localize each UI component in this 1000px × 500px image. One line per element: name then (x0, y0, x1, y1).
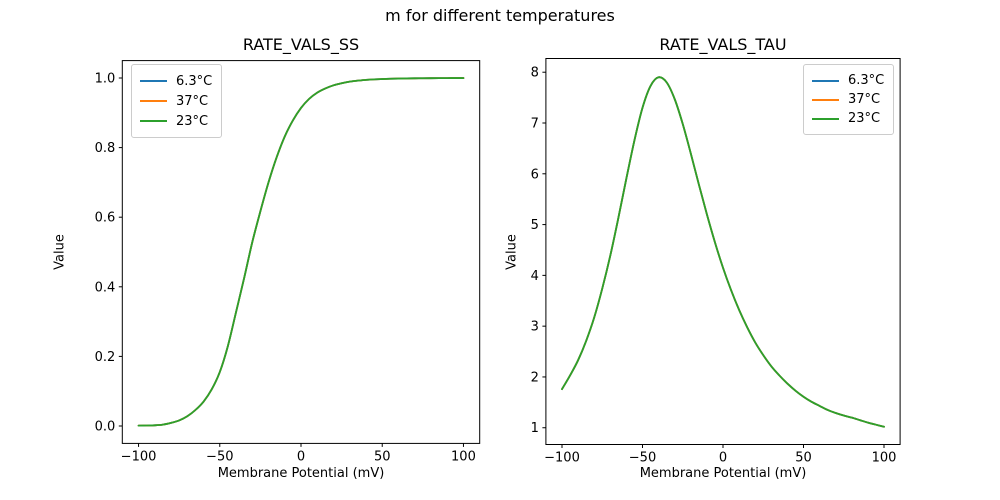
subplot-tau-xlabel: Membrane Potential (mV) (639, 466, 807, 481)
series-line-23°C (561, 76, 885, 428)
y-tick-label: 6 (531, 167, 539, 182)
legend-line-swatch (140, 120, 167, 122)
legend-entry: 6.3°C (812, 71, 884, 90)
subplot-tau-title: RATE_VALS_TAU (659, 35, 787, 54)
x-tick-label: −50 (206, 449, 233, 464)
y-tick-label: 0.4 (95, 280, 116, 295)
subplot-ss-xlabel: Membrane Potential (mV) (217, 466, 385, 481)
legend-entry: 6.3°C (140, 71, 212, 91)
figure-suptitle: m for different temperatures (385, 6, 615, 25)
x-tick-label: −50 (629, 451, 656, 466)
legend-label: 23°C (848, 111, 881, 126)
y-tick-label: 0.0 (95, 420, 116, 435)
series-line-23°C (137, 77, 465, 427)
legend-tau: 6.3°C 37°C 23°C (803, 64, 894, 135)
x-tick-label: −100 (121, 449, 157, 464)
legend-line-swatch (812, 117, 839, 120)
legend-ss: 6.3°C 37°C 23°C (131, 64, 222, 138)
y-tick-label: 2 (531, 370, 539, 385)
legend-entry: 37°C (812, 90, 884, 109)
x-tick-label: 100 (451, 449, 476, 464)
legend-line-swatch (140, 80, 167, 82)
y-tick-label: 0.2 (95, 350, 116, 365)
y-tick-label: 5 (531, 218, 539, 233)
x-tick-label: 0 (297, 449, 305, 464)
subplot-ss-ylabel: Value (52, 234, 68, 270)
legend-label: 6.3°C (848, 73, 885, 88)
x-tick-label: 50 (374, 449, 391, 464)
legend-label: 37°C (848, 92, 881, 107)
x-tick-label: 0 (719, 451, 727, 466)
subplot-0: −100 −50 0 50 100 0.0 0.2 0.4 0.6 0.8 1.0 (95, 60, 481, 464)
legend-entry: 23°C (140, 111, 212, 131)
y-tick-label: 3 (531, 320, 539, 335)
x-tick-label: 100 (872, 451, 897, 466)
x-tick-label: −100 (544, 451, 580, 466)
legend-line-swatch (812, 98, 839, 101)
y-tick-label: 1.0 (95, 72, 116, 87)
legend-entry: 37°C (140, 91, 212, 111)
y-tick-label: 4 (531, 269, 539, 284)
y-tick-label: 1 (531, 421, 539, 436)
subplot-ss-title: RATE_VALS_SS (242, 35, 360, 54)
legend-label: 37°C (176, 93, 209, 109)
subplot-tau-ylabel: Value (504, 234, 520, 270)
x-tick-label: 50 (795, 451, 812, 466)
legend-entry: 23°C (812, 109, 884, 128)
legend-line-swatch (812, 79, 839, 82)
legend-line-swatch (140, 100, 167, 102)
subplot-1: −100 −50 0 50 100 1 2 3 4 5 6 7 8 (531, 58, 901, 466)
y-tick-label: 7 (531, 117, 539, 132)
legend-label: 23°C (176, 113, 209, 129)
y-tick-label: 8 (531, 66, 539, 81)
y-tick-label: 0.8 (95, 141, 116, 156)
legend-label: 6.3°C (176, 73, 213, 89)
y-tick-label: 0.6 (95, 211, 116, 226)
